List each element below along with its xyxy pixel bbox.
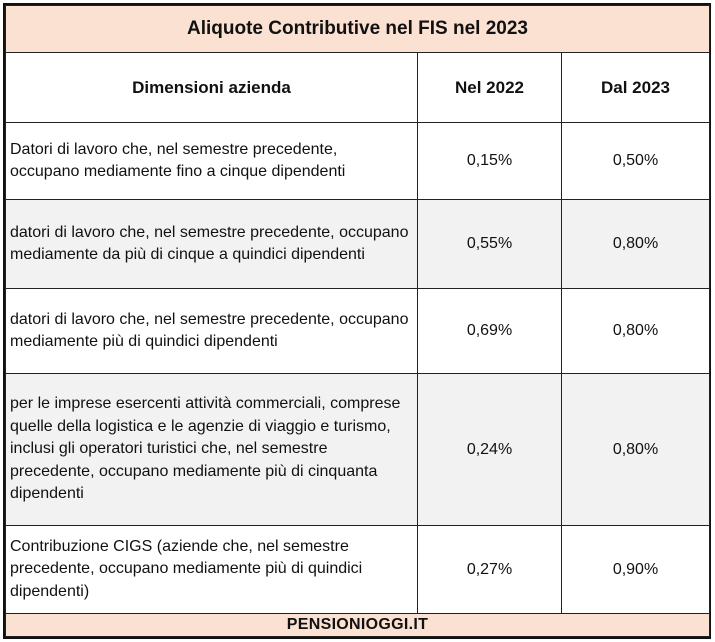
rate-2022: 0,27% xyxy=(417,525,562,614)
table-row: Contribuzione CIGS (aziende che, nel sem… xyxy=(5,525,710,614)
rate-2022: 0,15% xyxy=(417,122,562,200)
row-description: Datori di lavoro che, nel semestre prece… xyxy=(5,122,418,200)
rates-table: Aliquote Contributive nel FIS nel 2023 D… xyxy=(5,5,710,637)
rate-2022: 0,69% xyxy=(417,288,562,374)
table-row: datori di lavoro che, nel semestre prece… xyxy=(5,199,710,289)
rate-2023: 0,80% xyxy=(561,199,710,289)
rate-2022: 0,24% xyxy=(417,373,562,526)
column-header-dimension: Dimensioni azienda xyxy=(5,52,418,123)
source-footer: PENSIONIOGGI.IT xyxy=(5,613,710,637)
column-header-2022: Nel 2022 xyxy=(417,52,562,123)
table-row: Datori di lavoro che, nel semestre prece… xyxy=(5,122,710,200)
header-row: Dimensioni azienda Nel 2022 Dal 2023 xyxy=(5,52,710,123)
rate-2023: 0,80% xyxy=(561,288,710,374)
rate-2022: 0,55% xyxy=(417,199,562,289)
footer-row: PENSIONIOGGI.IT xyxy=(5,613,710,637)
row-description: datori di lavoro che, nel semestre prece… xyxy=(5,288,418,374)
contribution-rates-table: Aliquote Contributive nel FIS nel 2023 D… xyxy=(3,3,711,639)
row-description: Contribuzione CIGS (aziende che, nel sem… xyxy=(5,525,418,614)
rate-2023: 0,90% xyxy=(561,525,710,614)
row-description: per le imprese esercenti attività commer… xyxy=(5,373,418,526)
row-description: datori di lavoro che, nel semestre prece… xyxy=(5,199,418,289)
table-title: Aliquote Contributive nel FIS nel 2023 xyxy=(5,5,710,53)
rate-2023: 0,50% xyxy=(561,122,710,200)
rate-2023: 0,80% xyxy=(561,373,710,526)
title-row: Aliquote Contributive nel FIS nel 2023 xyxy=(5,5,710,53)
table-row: datori di lavoro che, nel semestre prece… xyxy=(5,288,710,374)
table-row: per le imprese esercenti attività commer… xyxy=(5,373,710,526)
column-header-2023: Dal 2023 xyxy=(561,52,710,123)
